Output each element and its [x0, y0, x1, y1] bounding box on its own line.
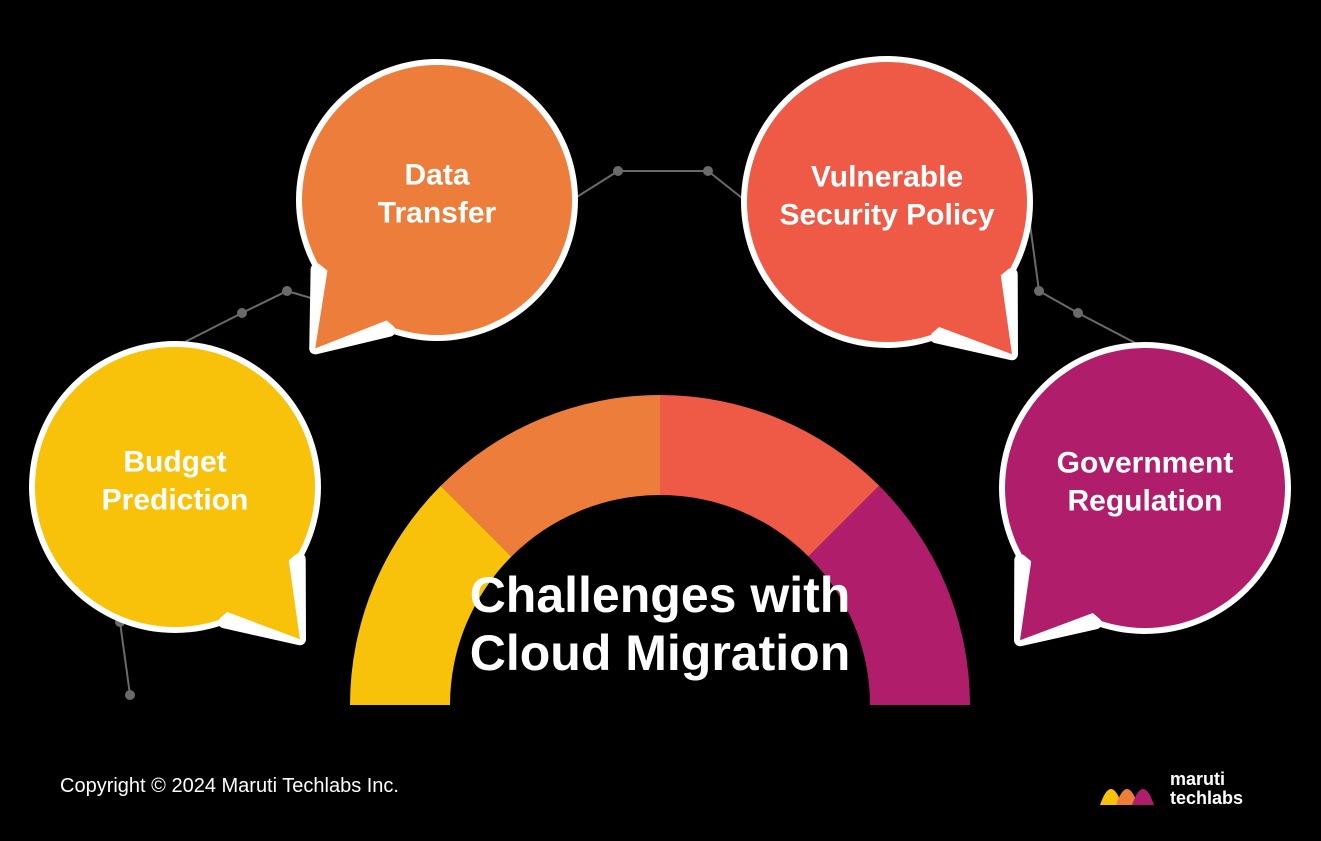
brand-logo-text-line2: techlabs — [1170, 788, 1243, 808]
brand-logo: marutitechlabs — [1100, 770, 1243, 808]
bubble-security-label-line2: Security Policy — [779, 198, 994, 231]
bubble-budget-label: Budget Prediction — [23, 444, 327, 519]
bubble-gov: Government Regulation — [993, 336, 1297, 640]
bubble-budget: Budget Prediction — [23, 335, 327, 639]
bubble-security: Vulnerable Security Policy — [735, 50, 1039, 354]
bubble-data-label-line1: Data — [404, 159, 469, 192]
copyright-text: Copyright © 2024 Maruti Techlabs Inc. — [60, 775, 399, 798]
brand-logo-text-line1: maruti — [1170, 769, 1225, 789]
brand-logo-icon — [1100, 771, 1160, 807]
bubble-gov-label: Government Regulation — [993, 445, 1297, 520]
bubble-budget-label-line2: Prediction — [102, 483, 249, 516]
bubble-data: Data Transfer — [290, 53, 584, 347]
bubble-data-label-line2: Transfer — [378, 196, 496, 229]
infographic-stage: Challenges withCloud Migration Budget Pred… — [0, 0, 1321, 841]
bubble-security-label-line1: Vulnerable — [811, 161, 963, 194]
bubble-gov-label-line1: Government — [1057, 447, 1234, 480]
bubble-gov-label-line2: Regulation — [1068, 484, 1223, 517]
bubble-security-label: Vulnerable Security Policy — [735, 159, 1039, 234]
bubble-budget-label-line1: Budget — [123, 446, 226, 479]
title-line2: Cloud Migration — [470, 625, 851, 681]
bubble-data-label: Data Transfer — [290, 157, 584, 232]
brand-logo-text: marutitechlabs — [1170, 770, 1243, 808]
title-line1: Challenges with — [470, 567, 851, 623]
main-title: Challenges withCloud Migration — [360, 567, 960, 682]
